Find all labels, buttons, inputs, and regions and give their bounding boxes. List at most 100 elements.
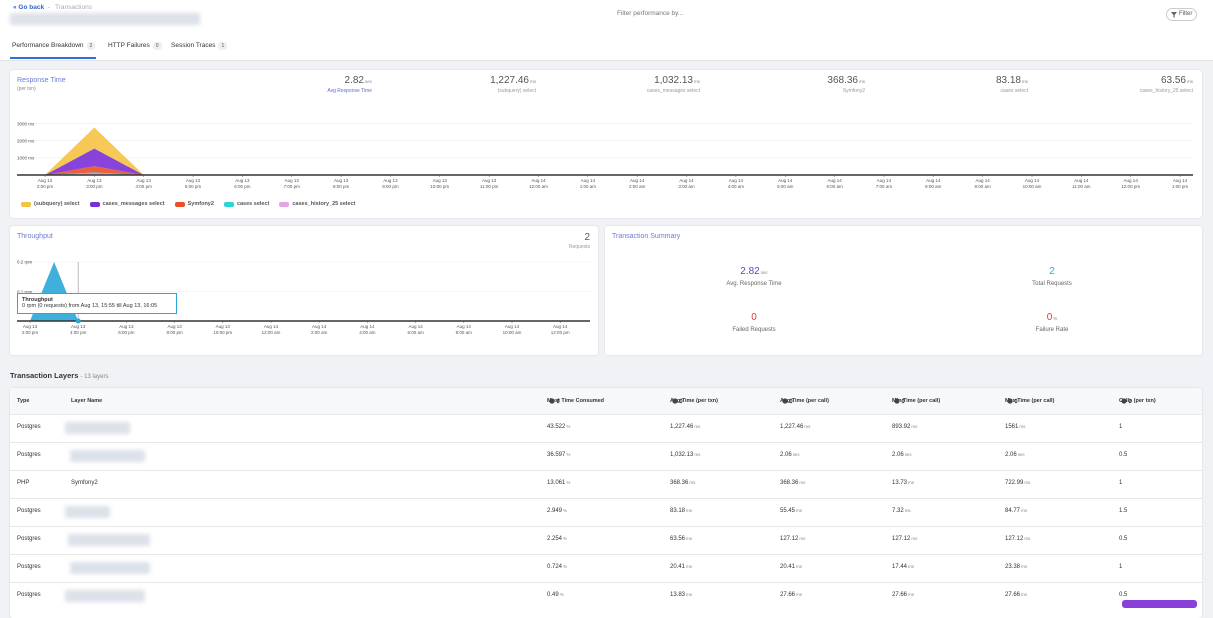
- x-tick-label: Aug 14 4:00 am: [727, 178, 745, 189]
- table-title-text: Transaction Layers: [10, 371, 79, 380]
- cell-number: 27.66: [780, 592, 796, 598]
- cell-unit: ms: [796, 592, 803, 597]
- cell-unit: ms: [908, 592, 915, 597]
- table-row: PHP Symfony2 13.061% 368.36ms 368.36ms 13.73m…: [10, 470, 1202, 499]
- legend-label: (subquery) select: [34, 201, 80, 207]
- column-header[interactable]: Avg Time (per txn): [670, 398, 718, 404]
- cell-calls: 0.5: [1119, 452, 1128, 458]
- cell-type: Postgres: [17, 452, 41, 458]
- blurred-layer-name: [65, 506, 110, 518]
- column-title: Most Time Consumed: [547, 398, 605, 404]
- filter-icon: [1171, 12, 1177, 18]
- cell-unit: ms: [1021, 592, 1028, 597]
- x-tick-label: Aug 14 9:00 am: [974, 178, 991, 189]
- cell-unit: %: [563, 508, 568, 513]
- cell-number: 893.92: [892, 424, 911, 430]
- cell-value: 2.06sec: [1005, 452, 1025, 458]
- cell-number: 368.36: [670, 480, 689, 486]
- blurred-layer-name: [70, 562, 150, 574]
- cell-value: 368.36ms: [670, 480, 695, 486]
- cell-type: Postgres: [17, 564, 41, 570]
- legend-label: cases_messages select: [102, 201, 165, 207]
- x-tick-label: Aug 14 4:00 am: [359, 324, 376, 335]
- blurred-layer-name: [68, 534, 150, 546]
- cell-number: 1561: [1005, 424, 1019, 430]
- table-row: Postgres 2.949% 83.18ms 55.45ms 7.32ms 84.77m…: [10, 498, 1202, 527]
- x-tick-label: Aug 14 3:00 am: [678, 178, 695, 189]
- hover-marker: [75, 318, 81, 324]
- column-header[interactable]: Calls (per txn): [1119, 398, 1156, 404]
- x-tick-label: Aug 13 8:00 pm: [332, 178, 350, 189]
- blurred-title: [10, 13, 200, 25]
- cell-value: 0.724%: [547, 564, 567, 570]
- cell-unit: ms: [799, 480, 806, 485]
- search-input[interactable]: Filter performance by...: [617, 10, 684, 17]
- tab-label: Session Traces: [171, 42, 216, 49]
- value: 2.82sec: [740, 266, 767, 277]
- x-tick-label: Aug 14 2:00 am: [629, 178, 646, 189]
- cell-calls: 1: [1119, 480, 1123, 486]
- tab[interactable]: Performance Breakdown 2: [12, 42, 96, 50]
- column-header[interactable]: Min Time (per call): [892, 398, 940, 404]
- x-tick-label: Aug 14 8:00 am: [925, 178, 942, 189]
- cell-value: 27.66ms: [892, 592, 914, 598]
- filter-button[interactable]: Filter: [1166, 8, 1197, 21]
- x-tick-label: Aug 14 12:00 pm: [1121, 178, 1141, 189]
- cell-value: 127.12ms: [1005, 536, 1030, 542]
- value-unit: sec: [760, 270, 768, 275]
- layers-table: Type Layer Name Most Time Consumed Avg Time…: [10, 388, 1202, 618]
- column-header[interactable]: Max Time (per call): [1005, 398, 1054, 404]
- stat-label: cases_messages select: [646, 88, 700, 94]
- area-series: [45, 148, 1181, 175]
- cell-unit: ms: [689, 480, 696, 485]
- back-link[interactable]: « Go back: [13, 4, 45, 11]
- cell-value: 1561ms: [1005, 424, 1025, 430]
- value: 2.82sec: [345, 75, 372, 86]
- cell-value: 13.061%: [547, 480, 570, 486]
- cell-number: 127.12: [780, 536, 799, 542]
- tab-count: 2: [86, 42, 96, 50]
- cell-value: 2.06sec: [780, 452, 800, 458]
- cell-unit: %: [566, 480, 571, 485]
- response-time-chart: [17, 123, 1193, 177]
- legend-swatch: [89, 201, 100, 207]
- column-header[interactable]: Avg Time (per call): [780, 398, 829, 404]
- cell-value: 1,227.46ms: [670, 424, 700, 430]
- cell-number: 368.36: [780, 480, 799, 486]
- cell-value: 36.597%: [547, 452, 570, 458]
- x-tick-label: Aug 13 2:00 pm: [36, 178, 54, 189]
- metric-label: Failed Requests: [732, 327, 776, 333]
- x-tick-label: Aug 14 12:00 am: [261, 324, 281, 335]
- cell-value: 0.49%: [547, 592, 564, 598]
- value-unit: ms: [1187, 79, 1193, 84]
- cell-unit: sec: [904, 452, 912, 457]
- chat-button[interactable]: [1122, 600, 1197, 608]
- cell-number: 0.49: [547, 592, 559, 598]
- x-tick-label: Aug 13 4:00 pm: [70, 324, 87, 335]
- x-tick-label: Aug 14 11:00 am: [1072, 178, 1091, 189]
- cell-value: 20.41ms: [670, 564, 692, 570]
- value-number: 1,227.46: [490, 75, 529, 86]
- cell-number: 2.949: [547, 508, 563, 514]
- tab[interactable]: HTTP Failures 0: [108, 42, 162, 50]
- cell-unit: ms: [1021, 564, 1028, 569]
- card-title: Transaction Summary: [612, 233, 681, 240]
- tab[interactable]: Session Traces 1: [171, 42, 228, 50]
- column-header[interactable]: Most Time Consumed: [547, 398, 604, 404]
- value-unit: ms: [859, 79, 865, 84]
- cell-unit: sec: [1017, 452, 1025, 457]
- y-tick-label: 2000 ms: [17, 138, 35, 144]
- x-tick-label: Aug 14 12:00 pm: [550, 324, 570, 335]
- cell-number: 722.99: [1005, 480, 1024, 486]
- cell-number: 55.45: [780, 508, 796, 514]
- cell-unit: ms: [1024, 536, 1031, 541]
- cell-number: 1,227.46: [670, 424, 694, 430]
- column-title: Avg Time (per txn): [670, 398, 718, 404]
- value-number: 0: [1046, 312, 1053, 323]
- sort-icons: [1121, 398, 1132, 404]
- card-subtitle: (per txn): [17, 86, 36, 92]
- tab-count: 0: [152, 42, 162, 50]
- stat-label: cases_history_25 select: [1139, 88, 1193, 94]
- y-tick-label: 0.2 rpm: [17, 259, 33, 265]
- cell-number: 36.597: [547, 452, 566, 458]
